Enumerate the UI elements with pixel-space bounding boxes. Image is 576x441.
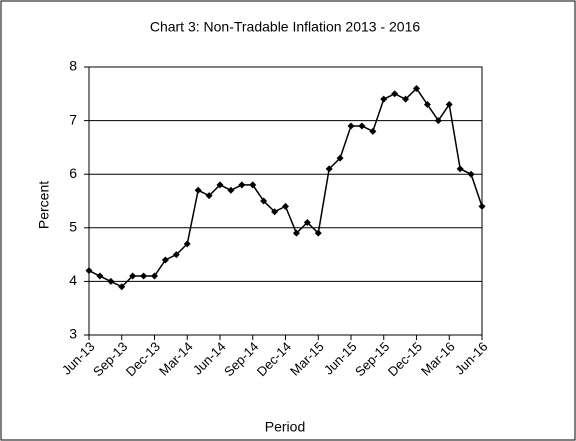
data-point [402, 95, 410, 103]
data-point [238, 181, 246, 189]
data-point [336, 154, 344, 162]
data-point [391, 90, 399, 98]
data-point [423, 101, 431, 109]
data-point [183, 240, 191, 248]
data-point [434, 117, 442, 125]
data-point [369, 127, 377, 135]
y-tick-label: 6 [69, 165, 77, 181]
y-tick-label: 4 [69, 272, 77, 288]
y-tick-label: 5 [69, 219, 77, 235]
data-point [216, 181, 224, 189]
data-point [347, 122, 355, 130]
data-point [85, 267, 93, 275]
data-point [445, 101, 453, 109]
y-axis-label: Percent [36, 181, 52, 229]
data-point [271, 208, 279, 216]
data-point [227, 186, 235, 194]
data-point [314, 229, 322, 237]
data-point [161, 256, 169, 264]
chart-title: Chart 3: Non-Tradable Inflation 2013 - 2… [150, 19, 421, 35]
x-axis-label: Period [265, 419, 305, 435]
data-point [260, 197, 268, 205]
data-point [249, 181, 257, 189]
data-point [151, 272, 158, 280]
y-tick-label: 7 [69, 111, 77, 127]
data-point [303, 218, 311, 226]
data-point [358, 122, 366, 130]
data-point [456, 165, 464, 173]
data-point [194, 186, 202, 194]
data-point [292, 229, 300, 237]
data-point [380, 95, 388, 103]
data-point [467, 170, 475, 178]
y-tick-label: 8 [69, 58, 77, 74]
data-point [478, 202, 486, 210]
data-point [140, 272, 148, 280]
data-point [129, 272, 137, 280]
data-point [172, 251, 180, 259]
data-point [118, 283, 126, 291]
data-point [282, 202, 289, 210]
data-point [205, 192, 213, 200]
data-point [413, 84, 420, 92]
data-point [107, 277, 115, 285]
data-point [96, 272, 104, 280]
y-tick-label: 3 [69, 326, 77, 342]
data-point [325, 165, 333, 173]
